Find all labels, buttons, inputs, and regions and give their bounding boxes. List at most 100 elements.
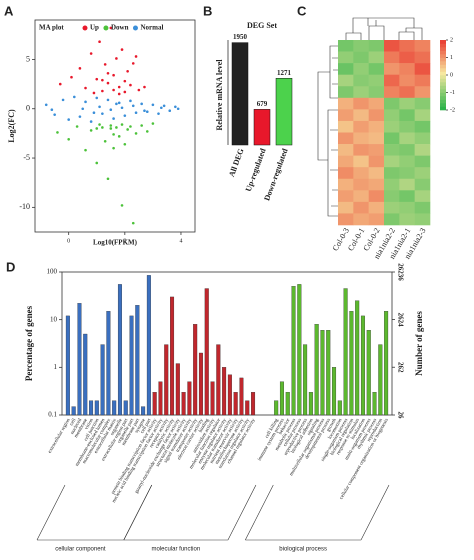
point: [168, 109, 172, 113]
heatmap-cell: [414, 167, 431, 180]
heatmap-cell: [353, 178, 369, 191]
bar: [231, 42, 249, 146]
bar: [384, 311, 389, 416]
point: [67, 138, 70, 141]
point: [143, 109, 146, 113]
point: [58, 82, 62, 86]
bar: [285, 392, 290, 416]
heatmap-cell: [338, 155, 354, 168]
point: [89, 52, 93, 55]
point: [98, 123, 101, 126]
bar: [129, 315, 134, 416]
colorbar-label: -1: [450, 90, 455, 96]
heatmap-cell: [338, 213, 354, 226]
heatmap-cell: [399, 144, 415, 156]
bar: [117, 284, 122, 416]
point: [123, 142, 127, 146]
heatmap-cell: [384, 109, 400, 122]
colorbar-label: 2: [450, 37, 453, 43]
group-label: biological process: [279, 547, 327, 553]
point: [98, 40, 101, 43]
bar: [123, 400, 128, 416]
bar: [337, 400, 342, 416]
heatmap-cell: [384, 201, 400, 214]
point: [129, 125, 132, 128]
point: [109, 124, 113, 127]
heatmap-cell: [414, 109, 431, 122]
heatmap-cell: [353, 40, 369, 52]
bar: [216, 344, 221, 416]
bar: [332, 367, 337, 416]
heatmap-cell: [399, 86, 415, 99]
x-tick-label: All DEG: [227, 147, 246, 178]
point: [106, 177, 110, 181]
heatmap-cell: [399, 74, 415, 87]
x-tick-label: growth: [326, 418, 338, 433]
bar: [71, 406, 76, 416]
point: [92, 91, 96, 95]
colorbar-step: [440, 92, 446, 97]
x-tick-label: cell: [69, 418, 77, 427]
bar: [112, 400, 117, 416]
y2-tick-label: 2624: [396, 313, 404, 328]
colorbar-step: [440, 75, 446, 79]
heatmap-cell: [414, 120, 431, 133]
x-tick-label: 2: [123, 238, 126, 244]
point: [162, 104, 166, 108]
heatmap-cell: [384, 178, 400, 191]
heatmap-cell: [368, 40, 385, 52]
heatmap-cell: [338, 201, 354, 214]
point: [126, 128, 129, 131]
point: [106, 98, 110, 102]
bar: [253, 109, 271, 146]
heatmap-cell: [399, 178, 415, 191]
group-label: cellular component: [55, 547, 106, 553]
heatmap-cell: [353, 120, 369, 133]
point: [101, 78, 104, 82]
bar: [77, 303, 82, 416]
heatmap-cell: [338, 109, 354, 122]
point: [101, 126, 104, 129]
group-bracket: [123, 484, 257, 541]
heatmap-cell: [368, 167, 385, 180]
point: [50, 108, 54, 112]
heatmap-cell: [414, 63, 431, 75]
heatmap-cell: [368, 120, 385, 133]
point: [123, 114, 127, 117]
colorbar-step: [440, 82, 446, 86]
point: [131, 62, 135, 65]
point: [123, 79, 127, 83]
bar: [274, 400, 279, 416]
heatmap-cell: [338, 40, 354, 52]
bar: [251, 392, 256, 416]
bar: [170, 296, 175, 416]
y-axis-label: Relative mRNA level: [215, 59, 224, 131]
value-label: 1271: [277, 69, 292, 77]
point: [115, 126, 118, 129]
bar: [314, 324, 319, 416]
y-tick-label: 1: [54, 363, 58, 371]
heatmap-cell: [353, 190, 369, 203]
bar: [275, 78, 293, 146]
point: [120, 204, 124, 207]
point: [78, 67, 82, 70]
heatmap-cell: [368, 109, 385, 122]
heatmap-cell: [384, 40, 400, 52]
point: [120, 123, 124, 126]
heatmap-cell: [353, 155, 369, 168]
legend-label: Down: [111, 24, 129, 32]
point: [109, 127, 113, 130]
point: [84, 100, 87, 104]
bar: [100, 344, 105, 416]
colorbar-step: [440, 57, 446, 62]
point: [109, 26, 113, 30]
point: [137, 88, 141, 92]
point: [72, 95, 76, 99]
point: [151, 103, 155, 107]
heatmap-cell: [384, 86, 400, 99]
bar: [193, 324, 198, 416]
heatmap-cell: [384, 51, 400, 64]
point: [84, 86, 87, 90]
point: [44, 103, 48, 107]
bar: [233, 392, 238, 416]
